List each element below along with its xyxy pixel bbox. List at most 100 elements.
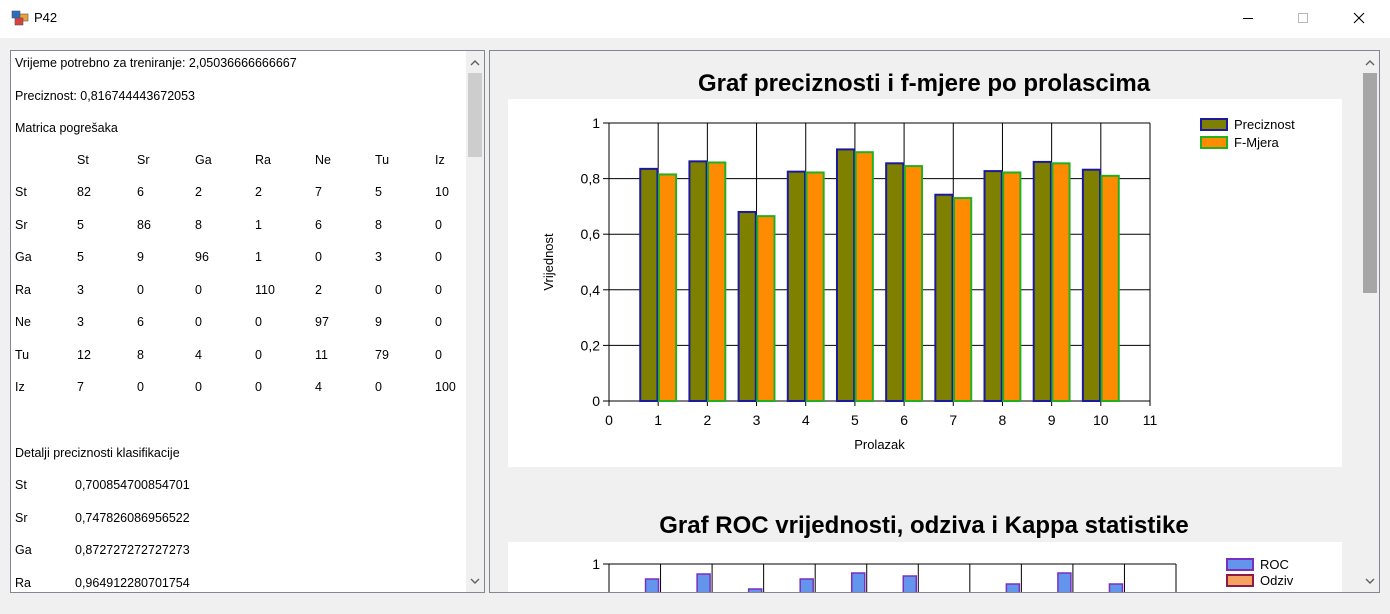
chart2-bar-roc	[696, 573, 711, 592]
chart1-title: Graf preciznosti i f-mjere po prolascima	[698, 70, 1151, 97]
charts-panel[interactable]: Graf preciznosti i f-mjere po prolascima…	[489, 50, 1380, 593]
chart2-bar-roc	[747, 588, 763, 592]
chart1-bar-f-mjera	[805, 171, 825, 403]
close-button[interactable]	[1336, 0, 1382, 36]
title-bar: P42	[0, 0, 1390, 38]
minimize-button[interactable]	[1225, 0, 1271, 36]
matrix-cell: 0	[435, 282, 442, 297]
chart1-xtick-label: 4	[802, 412, 810, 428]
matrix-header: Ra	[255, 153, 271, 167]
right-scroll-thumb[interactable]	[1363, 73, 1377, 293]
matrix-header: St	[77, 153, 89, 167]
maximize-button[interactable]	[1280, 0, 1326, 36]
matrix-cell: 0	[195, 315, 202, 329]
left-scrollbar[interactable]	[466, 51, 484, 592]
details-row-label: Sr	[15, 510, 28, 525]
chart2-ytick-label: 1	[592, 556, 600, 572]
chart1-xtick-label: 7	[949, 412, 957, 428]
scroll-up-button[interactable]	[1361, 53, 1379, 71]
chart1-bar-f-mjera	[953, 197, 973, 402]
chart1-ytick-label: 0,4	[581, 282, 601, 298]
chart1-ytick-label: 0,2	[581, 337, 601, 353]
chart1-bar-preciznost	[639, 167, 659, 403]
app-icon	[11, 10, 29, 26]
matrix-header: Ne	[315, 153, 331, 167]
chart2-bar-roc	[1057, 572, 1072, 592]
chevron-down-icon	[470, 578, 480, 584]
matrix-cell: 8	[195, 217, 202, 232]
chart1-xtick-label: 8	[999, 412, 1007, 428]
chart1-bar-preciznost	[786, 170, 806, 403]
matrix-header: Sr	[137, 153, 150, 167]
chart1-xtick-label: 11	[1143, 412, 1158, 428]
matrix-cell: 6	[315, 217, 322, 232]
chevron-up-icon	[470, 59, 480, 65]
chart1-xlabel: Prolazak	[854, 437, 905, 452]
matrix-cell: 7	[315, 185, 322, 199]
matrix-cell: 0	[435, 347, 442, 362]
matrix-cell: 6	[137, 315, 144, 329]
chart2-legend-swatch	[1226, 574, 1254, 587]
chart2-area	[508, 542, 1342, 592]
chart1-bar-preciznost	[934, 193, 954, 402]
matrix-cell: 3	[375, 250, 382, 264]
matrix-cell: 86	[137, 217, 151, 232]
matrix-cell: 2	[255, 185, 262, 199]
chart1-bar-f-mjera	[1002, 171, 1022, 403]
matrix-cell: 2	[195, 185, 202, 199]
scroll-down-button[interactable]	[1361, 572, 1379, 590]
matrix-cell: 9	[375, 315, 382, 329]
matrix-cell: 0	[137, 282, 144, 297]
matrix-cell: 8	[375, 217, 382, 232]
scroll-up-button[interactable]	[466, 53, 484, 71]
chart1-bar-f-mjera	[1051, 162, 1071, 402]
chart2-bar-roc	[799, 578, 814, 592]
matrix-cell: 96	[195, 250, 209, 264]
chart2-legend-label: Odziv	[1260, 573, 1294, 588]
chart1-ytick-label: 0	[592, 393, 600, 409]
right-scrollbar[interactable]	[1361, 51, 1379, 592]
chart2-title: Graf ROC vrijednosti, odziva i Kappa sta…	[659, 512, 1188, 539]
matrix-cell: 6	[137, 185, 144, 199]
details-row-value: 0,700854700854701	[75, 478, 190, 492]
matrix-cell: 5	[375, 185, 382, 199]
chart1-ytick-label: 0,6	[581, 226, 601, 242]
close-icon	[1353, 12, 1365, 24]
chart1-ytick-label: 1	[592, 115, 600, 131]
matrix-cell: 0	[315, 250, 322, 264]
results-textbox[interactable]: Vrijeme potrebno za treniranje: 2,050366…	[10, 50, 485, 593]
chart1-xtick-label: 5	[851, 412, 859, 428]
matrix-row-label: Ne	[15, 315, 31, 329]
chart2-bar-roc	[1005, 583, 1021, 592]
matrix-cell: 0	[435, 250, 442, 264]
matrix-cell: 5	[77, 217, 84, 232]
window-title: P42	[34, 10, 58, 25]
chart1-legend-swatch	[1200, 136, 1228, 149]
matrix-cell: 0	[435, 217, 442, 232]
matrix-cell: 100	[435, 380, 456, 394]
chart1-xtick-label: 9	[1048, 412, 1056, 428]
matrix-cell: 1	[255, 250, 262, 264]
minimize-icon	[1243, 18, 1253, 19]
maximize-icon	[1298, 13, 1308, 23]
chart1-bar-f-mjera	[1100, 174, 1120, 402]
charts-canvas: Graf preciznosti i f-mjere po prolascima…	[508, 70, 1342, 592]
left-scroll-thumb[interactable]	[468, 73, 482, 157]
matrix-cell: 3	[77, 282, 84, 297]
scroll-down-button[interactable]	[466, 572, 484, 590]
chart1-bar-f-mjera	[657, 173, 678, 403]
details-row-label: Ra	[15, 575, 31, 590]
chart1-legend-label: Preciznost	[1234, 117, 1295, 132]
matrix-cell: 12	[77, 347, 91, 362]
matrix-header: Ga	[195, 153, 212, 167]
matrix-cell: 97	[315, 315, 329, 329]
chart1-xtick-label: 1	[654, 412, 662, 428]
details-row-value: 0,964912280701754	[75, 575, 190, 590]
chart1-bar-preciznost	[737, 210, 757, 402]
chart1-ytick-label: 0,8	[581, 171, 601, 187]
chevron-up-icon	[1365, 59, 1375, 65]
chart1-xtick-label: 3	[753, 412, 761, 428]
matrix-cell: 2	[315, 282, 322, 297]
chart2-bar-roc	[902, 575, 918, 592]
chart1-legend-swatch	[1200, 118, 1228, 131]
